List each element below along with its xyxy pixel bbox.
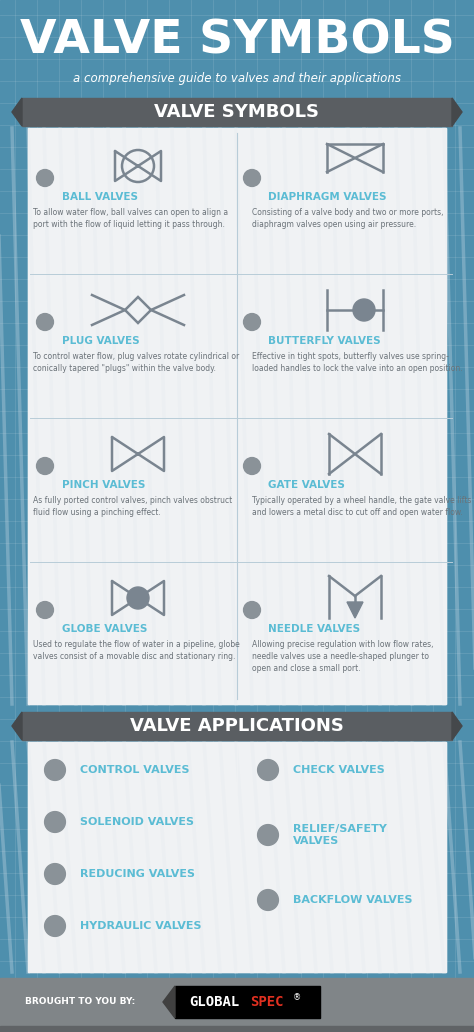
Text: CONTROL VALVES: CONTROL VALVES — [80, 765, 190, 775]
Circle shape — [257, 890, 278, 910]
Circle shape — [45, 915, 65, 936]
Text: CHECK VALVES: CHECK VALVES — [293, 765, 385, 775]
Circle shape — [353, 299, 375, 321]
Circle shape — [127, 587, 149, 609]
Text: RELIEF/SAFETY
VALVES: RELIEF/SAFETY VALVES — [293, 824, 387, 846]
Text: DIAPHRAGM VALVES: DIAPHRAGM VALVES — [268, 192, 386, 202]
Circle shape — [244, 314, 260, 330]
Text: ®: ® — [293, 994, 301, 1002]
Circle shape — [244, 169, 260, 187]
Polygon shape — [12, 98, 22, 126]
Bar — [0, 1026, 474, 1032]
Circle shape — [36, 169, 54, 187]
Text: SPEC: SPEC — [250, 995, 283, 1009]
Circle shape — [36, 314, 54, 330]
Bar — [28, 742, 446, 972]
Text: PLUG VALVES: PLUG VALVES — [62, 336, 140, 346]
Text: SOLENOID VALVES: SOLENOID VALVES — [80, 817, 194, 827]
Text: Typically operated by a wheel handle, the gate valve lifts
and lowers a metal di: Typically operated by a wheel handle, th… — [252, 496, 471, 517]
Text: Allowing precise regulation with low flow rates,
needle valves use a needle-shap: Allowing precise regulation with low flo… — [252, 640, 434, 673]
Circle shape — [36, 602, 54, 618]
Text: PINCH VALVES: PINCH VALVES — [62, 480, 146, 490]
Text: Used to regulate the flow of water in a pipeline, globe
valves consist of a mova: Used to regulate the flow of water in a … — [33, 640, 240, 660]
Text: GATE VALVES: GATE VALVES — [268, 480, 345, 490]
Text: VALVE SYMBOLS: VALVE SYMBOLS — [19, 18, 455, 63]
Circle shape — [244, 457, 260, 475]
Circle shape — [244, 602, 260, 618]
Text: NEEDLE VALVES: NEEDLE VALVES — [268, 624, 360, 634]
Polygon shape — [163, 986, 175, 1018]
Circle shape — [45, 811, 65, 833]
Text: VALVE SYMBOLS: VALVE SYMBOLS — [155, 103, 319, 121]
Polygon shape — [347, 602, 363, 618]
Circle shape — [45, 864, 65, 884]
Polygon shape — [452, 712, 462, 740]
Circle shape — [36, 457, 54, 475]
Bar — [175, 986, 320, 1018]
Bar — [237, 128, 446, 704]
Bar — [22, 98, 452, 126]
Text: a comprehensive guide to valves and their applications: a comprehensive guide to valves and thei… — [73, 72, 401, 85]
Bar — [28, 128, 237, 704]
Bar — [28, 128, 446, 704]
Text: GLOBAL: GLOBAL — [189, 995, 239, 1009]
Text: GLOBE VALVES: GLOBE VALVES — [62, 624, 147, 634]
Text: Effective in tight spots, butterfly valves use spring-
loaded handles to lock th: Effective in tight spots, butterfly valv… — [252, 352, 463, 373]
Text: BACKFLOW VALVES: BACKFLOW VALVES — [293, 895, 412, 905]
Circle shape — [257, 760, 278, 780]
Text: REDUCING VALVES: REDUCING VALVES — [80, 869, 195, 879]
Text: To allow water flow, ball valves can open to align a
port with the flow of liqui: To allow water flow, ball valves can ope… — [33, 208, 228, 229]
Bar — [0, 978, 474, 1026]
Circle shape — [45, 760, 65, 780]
Text: BUTTERFLY VALVES: BUTTERFLY VALVES — [268, 336, 381, 346]
Polygon shape — [452, 98, 462, 126]
Bar — [28, 742, 237, 972]
Text: To control water flow, plug valves rotate cylindrical or
conically tapered "plug: To control water flow, plug valves rotat… — [33, 352, 239, 373]
Text: BALL VALVES: BALL VALVES — [62, 192, 138, 202]
Circle shape — [257, 825, 278, 845]
Bar — [237, 742, 446, 972]
Text: HYDRAULIC VALVES: HYDRAULIC VALVES — [80, 921, 201, 931]
Text: Consisting of a valve body and two or more ports,
diaphragm valves open using ai: Consisting of a valve body and two or mo… — [252, 208, 444, 229]
Text: BROUGHT TO YOU BY:: BROUGHT TO YOU BY: — [25, 998, 135, 1006]
Text: As fully ported control valves, pinch valves obstruct
fluid flow using a pinchin: As fully ported control valves, pinch va… — [33, 496, 232, 517]
Polygon shape — [12, 712, 22, 740]
Bar — [22, 712, 452, 740]
Text: VALVE APPLICATIONS: VALVE APPLICATIONS — [130, 717, 344, 735]
